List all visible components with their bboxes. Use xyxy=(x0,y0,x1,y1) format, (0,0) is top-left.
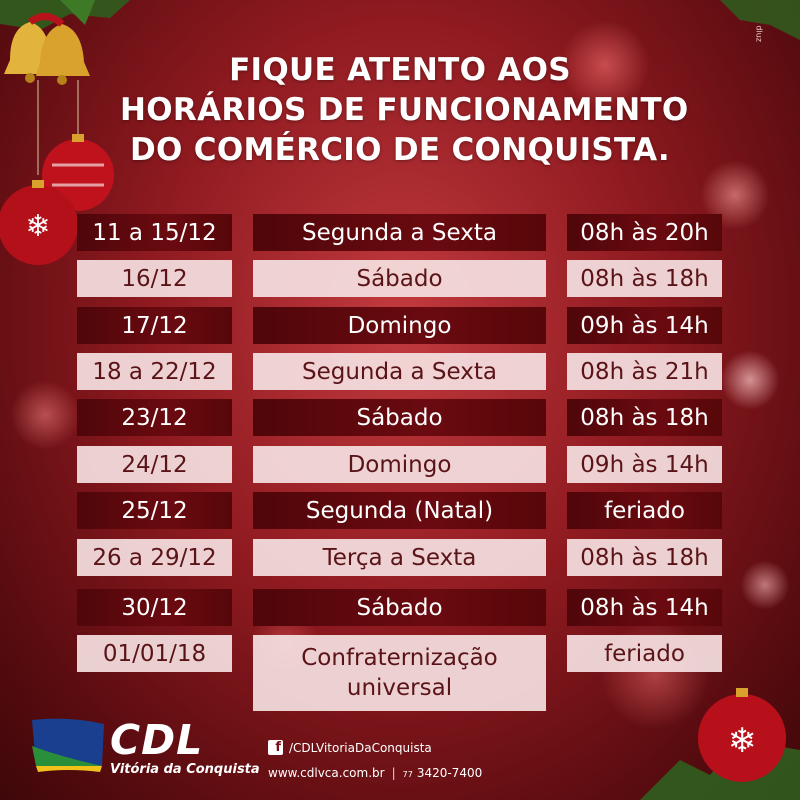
phone-number: 3420-7400 xyxy=(416,766,483,780)
schedule-hours: 08h às 14h xyxy=(567,589,722,626)
title-line: DO COMÉRCIO DE CONQUISTA. xyxy=(129,132,671,168)
schedule-day: Segunda (Natal) xyxy=(253,492,546,529)
facebook-icon: f xyxy=(268,740,283,755)
title-line: HORÁRIOS DE FUNCIONAMENTO xyxy=(120,92,689,128)
contact-line: www.cdlvca.com.br | 77 3420-7400 xyxy=(268,766,482,780)
svg-text:❄: ❄ xyxy=(728,721,757,761)
christmas-decoration-icon: ❄ xyxy=(640,688,800,800)
bokeh-light xyxy=(720,350,780,410)
bell-icon xyxy=(4,13,90,85)
ornament-ball-icon: ❄ xyxy=(698,688,786,782)
pine-branch-icon xyxy=(720,0,800,40)
schedule-date: 23/12 xyxy=(77,399,232,436)
schedule-day: Domingo xyxy=(253,307,546,344)
schedule-hours: 09h às 14h xyxy=(567,307,722,344)
schedule-day: Domingo xyxy=(253,446,546,483)
svg-text:❄: ❄ xyxy=(25,209,50,244)
schedule-hours: 08h às 18h xyxy=(567,399,722,436)
designer-credit: dluz xyxy=(755,25,764,42)
area-code: 77 xyxy=(402,770,413,779)
schedule-date: 26 a 29/12 xyxy=(77,539,232,576)
schedule-hours: 09h às 14h xyxy=(567,446,722,483)
schedule-hours: 08h às 18h xyxy=(567,260,722,297)
schedule-date: 01/01/18 xyxy=(77,635,232,672)
schedule-date: 16/12 xyxy=(77,260,232,297)
title-line: FIQUE ATENTO AOS xyxy=(229,52,571,88)
cdl-logo-icon xyxy=(32,718,104,772)
schedule-date: 30/12 xyxy=(77,589,232,626)
schedule-day: Segunda a Sexta xyxy=(253,353,546,390)
schedule-date: 18 a 22/12 xyxy=(77,353,232,390)
logo-text: CDL xyxy=(110,716,204,764)
schedule-date: 25/12 xyxy=(77,492,232,529)
christmas-decoration-icon: ❄ xyxy=(0,0,130,265)
schedule-hours: feriado xyxy=(567,492,722,529)
schedule-day: Confraternização universal xyxy=(253,635,546,711)
schedule-hours: feriado xyxy=(567,635,722,672)
schedule-hours: 08h às 20h xyxy=(567,214,722,251)
logo-subtitle: Vitória da Conquista xyxy=(110,762,260,777)
bokeh-light xyxy=(10,380,80,450)
facebook-link[interactable]: f /CDLVitoriaDaConquista xyxy=(268,740,432,755)
bokeh-light xyxy=(740,560,790,610)
website-link[interactable]: www.cdlvca.com.br xyxy=(268,766,385,780)
schedule-day: Terça a Sexta xyxy=(253,539,546,576)
schedule-day: Segunda a Sexta xyxy=(253,214,546,251)
schedule-hours: 08h às 18h xyxy=(567,539,722,576)
separator: | xyxy=(391,766,396,780)
schedule-day: Sábado xyxy=(253,399,546,436)
cdl-logo: CDL Vitória da Conquista xyxy=(28,716,260,786)
schedule-day: Sábado xyxy=(253,260,546,297)
schedule-date: 11 a 15/12 xyxy=(77,214,232,251)
facebook-handle: /CDLVitoriaDaConquista xyxy=(289,740,432,755)
schedule-date: 17/12 xyxy=(77,307,232,344)
schedule-hours: 08h às 21h xyxy=(567,353,722,390)
ornament-ball-icon: ❄ xyxy=(0,180,78,265)
schedule-day: Sábado xyxy=(253,589,546,626)
page-title: FIQUE ATENTO AOS HORÁRIOS DE FUNCIONAMEN… xyxy=(120,50,689,170)
schedule-date: 24/12 xyxy=(77,446,232,483)
